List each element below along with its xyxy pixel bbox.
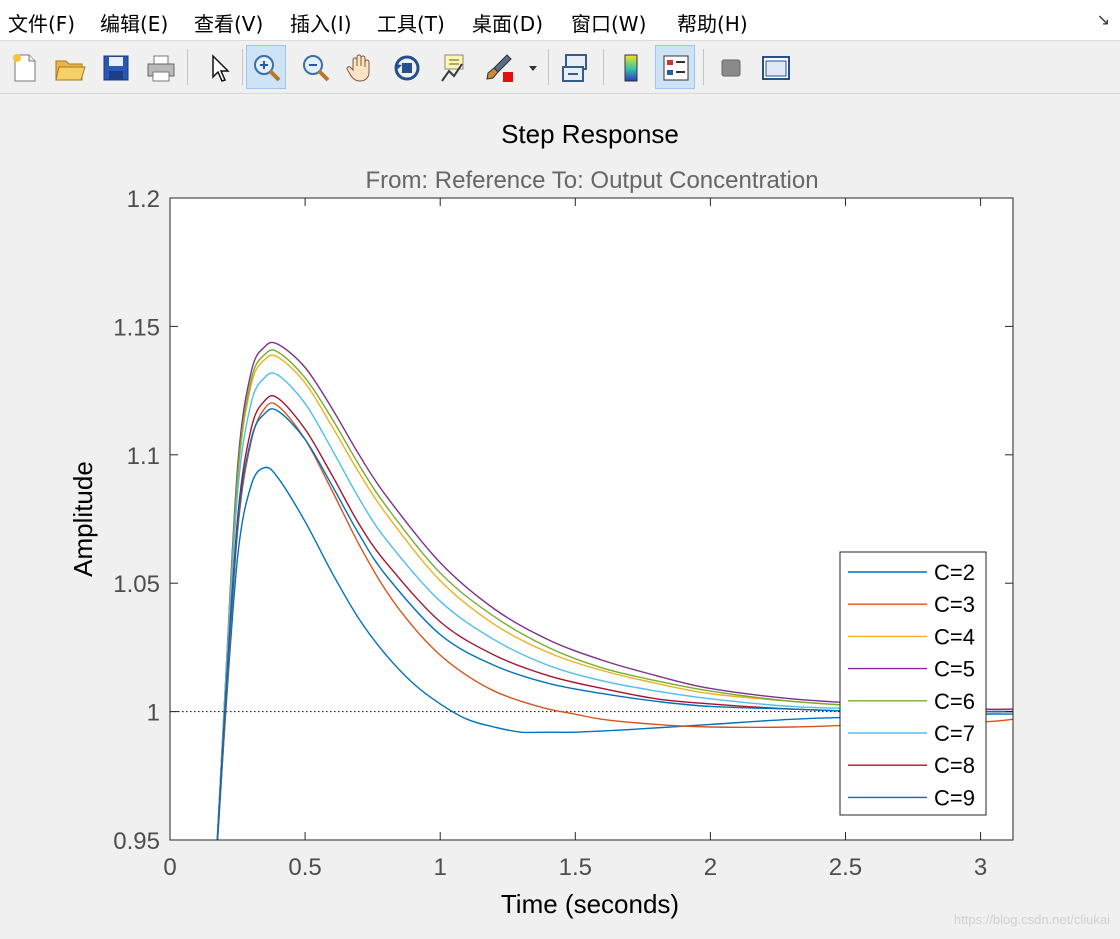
save-icon[interactable] (95, 45, 135, 89)
toolbar-separator (242, 49, 243, 85)
axes-box (169, 197, 1014, 841)
watermark: https://blog.csdn.net/cliukai (953, 912, 1110, 927)
y-tick-label: 0.95 (113, 828, 160, 855)
y-tick-label: 1.2 (127, 186, 160, 213)
y-tick-label: 1 (147, 700, 160, 727)
menu-help[interactable]: 帮助(H) (677, 12, 748, 36)
toolbar-separator (603, 49, 604, 85)
legend-icon[interactable] (655, 45, 695, 89)
print-icon[interactable] (140, 45, 180, 89)
zoom-in-icon[interactable] (246, 45, 286, 89)
legend-entry-label: C=3 (934, 592, 975, 617)
step-response-plot[interactable]: 0 0.5 1 1.5 2 2.5 3 0.95 1 1.05 1.1 1.15 1.2 Step Re… (0, 95, 1120, 935)
brush-icon[interactable] (478, 45, 518, 89)
x-tick-label: 3 (974, 854, 987, 881)
dock-arrow-icon[interactable]: ↘ (1096, 10, 1110, 29)
series-line-c-9[interactable] (216, 408, 1013, 866)
x-axis-label: Time (seconds) (501, 889, 679, 919)
legend-entry-label: C=2 (934, 560, 975, 585)
toolbar-separator (703, 49, 704, 85)
data-cursor-icon[interactable] (432, 45, 472, 89)
menu-insert[interactable]: 插入(I) (290, 12, 352, 36)
menu-file[interactable]: 文件(F) (8, 12, 76, 36)
hide-tools-icon[interactable] (710, 45, 750, 89)
figure-toolbar (0, 41, 1120, 94)
new-figure-icon[interactable] (4, 45, 44, 89)
pointer-icon[interactable] (198, 45, 238, 89)
menu-desktop[interactable]: 桌面(D) (472, 12, 544, 36)
zoom-out-icon[interactable] (295, 45, 335, 89)
y-tick-label: 1.1 (127, 443, 160, 470)
menu-view[interactable]: 查看(V) (194, 12, 264, 36)
y-tick-label: 1.15 (113, 314, 160, 341)
legend[interactable]: C=2 C=3 C=4 C=5 C=6 C=7 C=8 C=9 (839, 551, 987, 816)
menu-bar: 文件(F) 编辑(E) 查看(V) 插入(I) 工具(T) 桌面(D) 窗口(W… (0, 0, 1120, 41)
series-line-c-5[interactable] (216, 341, 1013, 865)
rotate-3d-icon[interactable] (386, 45, 426, 89)
x-tick-label: 0.5 (288, 854, 321, 881)
toolbar-separator (187, 49, 188, 85)
show-tools-icon[interactable] (755, 45, 795, 89)
colorbar-icon[interactable] (610, 45, 650, 89)
series-line-c-2[interactable] (216, 466, 1013, 865)
menu-edit[interactable]: 编辑(E) (100, 12, 169, 36)
figure-area: 0 0.5 1 1.5 2 2.5 3 0.95 1 1.05 1.1 1.15 1.2 Step Re… (0, 95, 1120, 935)
y-tick-label: 1.05 (113, 571, 160, 598)
series-line-c-7[interactable] (216, 372, 1013, 866)
link-plot-icon[interactable] (555, 45, 595, 89)
open-file-icon[interactable] (49, 45, 89, 89)
x-tick-label: 2 (704, 854, 717, 881)
menu-tools[interactable]: 工具(T) (377, 12, 445, 36)
x-tick-label: 1.5 (559, 854, 592, 881)
legend-entry-label: C=7 (934, 721, 975, 746)
x-tick-label: 2.5 (829, 854, 862, 881)
pan-hand-icon[interactable] (340, 45, 380, 89)
legend-entry-label: C=5 (934, 657, 975, 682)
series-line-c-6[interactable] (216, 349, 1013, 866)
toolbar-separator (548, 49, 549, 85)
chart-subtitle: From: Reference To: Output Concentration (365, 167, 818, 194)
x-tick-label: 0 (163, 854, 176, 881)
legend-entry-label: C=4 (934, 624, 975, 649)
legend-entry-label: C=9 (934, 785, 975, 810)
legend-box (839, 551, 987, 816)
y-axis-label: Amplitude (68, 461, 98, 577)
x-tick-label: 1 (434, 854, 447, 881)
legend-entry-label: C=6 (934, 689, 975, 714)
menu-window[interactable]: 窗口(W) (571, 12, 647, 36)
chart-title: Step Response (501, 119, 679, 149)
legend-entry-label: C=8 (934, 753, 975, 778)
brush-dropdown-icon[interactable] (522, 45, 542, 89)
